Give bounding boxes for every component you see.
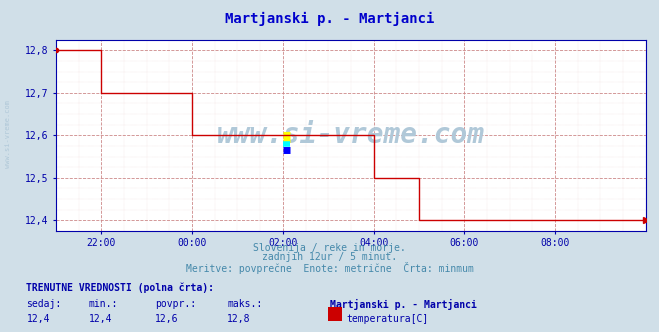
Text: zadnjih 12ur / 5 minut.: zadnjih 12ur / 5 minut. [262,252,397,262]
Text: 12,4: 12,4 [89,314,113,324]
Text: sedaj:: sedaj: [26,299,61,309]
Text: TRENUTNE VREDNOSTI (polna črta):: TRENUTNE VREDNOSTI (polna črta): [26,283,214,293]
Text: min.:: min.: [89,299,119,309]
Text: www.si-vreme.com: www.si-vreme.com [5,101,11,168]
Text: 12,4: 12,4 [26,314,50,324]
Text: Slovenija / reke in morje.: Slovenija / reke in morje. [253,243,406,253]
Text: Martjanski p. - Martjanci: Martjanski p. - Martjanci [225,12,434,26]
Text: Martjanski p. - Martjanci: Martjanski p. - Martjanci [330,299,476,310]
Text: 12,6: 12,6 [155,314,179,324]
Text: maks.:: maks.: [227,299,262,309]
Text: povpr.:: povpr.: [155,299,196,309]
Text: temperatura[C]: temperatura[C] [346,314,428,324]
Text: Meritve: povprečne  Enote: metrične  Črta: minmum: Meritve: povprečne Enote: metrične Črta:… [186,262,473,274]
Text: 12,8: 12,8 [227,314,251,324]
Text: www.si-vreme.com: www.si-vreme.com [217,121,485,149]
